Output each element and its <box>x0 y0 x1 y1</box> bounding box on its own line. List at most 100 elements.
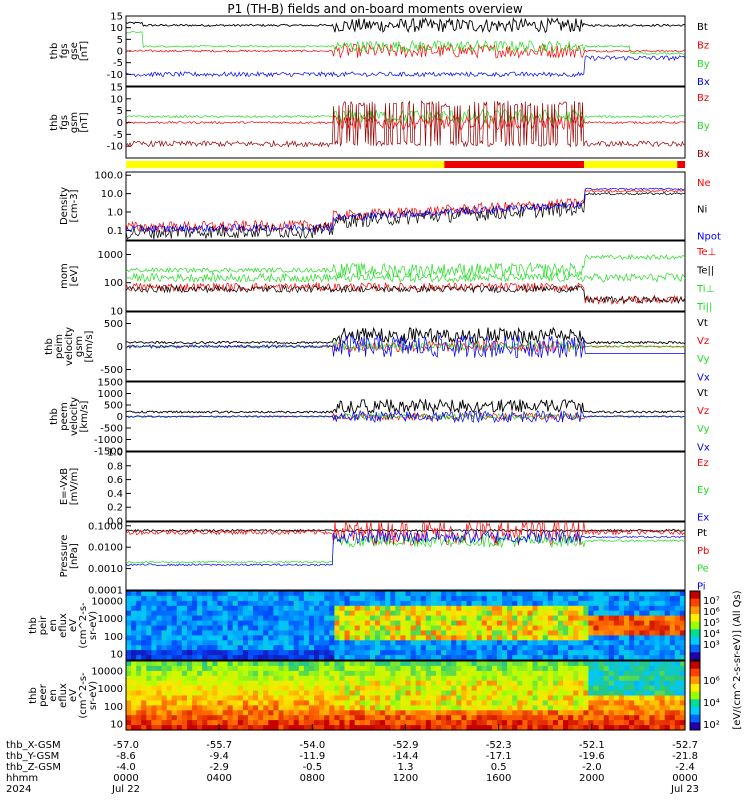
spectrogram-cell <box>232 615 239 622</box>
ephemeris-value: -17.1 <box>486 751 512 762</box>
spectrogram-cell <box>618 640 625 646</box>
spectrogram-cell <box>400 615 407 622</box>
spectrogram-cell <box>212 625 219 631</box>
spectrogram-cell <box>497 665 503 672</box>
spectrogram-cell <box>232 680 239 687</box>
spectrogram-cell <box>339 615 346 622</box>
spectrogram-cell <box>364 700 371 706</box>
spectrogram-cell <box>344 705 351 711</box>
spectrogram-cell <box>268 645 274 651</box>
spectrogram-cell <box>364 640 371 646</box>
spectrogram-cell <box>288 620 295 627</box>
spectrogram-cell <box>659 655 666 661</box>
spectrogram-cell <box>263 690 269 697</box>
spectrogram-cell <box>314 725 320 731</box>
spectrogram-cell <box>486 610 493 617</box>
spectrogram-cell <box>237 655 244 661</box>
spectrogram-cell <box>242 605 249 612</box>
spectrogram-cell <box>303 670 310 677</box>
spectrogram-cell <box>181 591 188 597</box>
spectrogram-cell <box>176 715 183 721</box>
spectrogram-cell <box>344 615 351 622</box>
spectrogram-cell <box>583 725 590 731</box>
spectrogram-cell <box>547 610 554 617</box>
spectrogram-cell <box>258 591 264 597</box>
spectrogram-cell <box>273 620 280 627</box>
spectrogram-cell <box>461 695 468 701</box>
spectrogram-cell <box>497 605 503 612</box>
spectrogram-cell <box>298 645 305 651</box>
spectrogram-cell <box>481 670 488 677</box>
spectrogram-cell <box>293 680 300 687</box>
spectrogram-cell <box>146 720 152 726</box>
y-axis-label: [eV] <box>69 266 80 287</box>
spectrogram-cell <box>156 690 163 697</box>
spectrogram-cell <box>207 635 213 641</box>
spectrogram-cell <box>624 725 630 731</box>
spectrogram-cell <box>491 705 498 711</box>
spectrogram-cell <box>497 715 503 721</box>
spectrogram-cell <box>578 690 584 697</box>
spectrogram-cell <box>181 630 188 636</box>
y-tick-label: -10 <box>107 142 123 153</box>
spectrogram-cell <box>507 665 513 672</box>
spectrogram-cell <box>293 690 300 697</box>
spectrogram-cell <box>151 620 158 627</box>
spectrogram-cell <box>649 695 656 701</box>
spectrogram-cell <box>141 710 147 716</box>
spectrogram-cell <box>507 645 513 651</box>
spectrogram-cell <box>166 715 173 721</box>
spectrogram-cell <box>593 630 600 636</box>
spectrogram-cell <box>227 645 234 651</box>
spectrogram-cell <box>441 690 447 697</box>
spectrogram-cell <box>491 635 498 641</box>
spectrogram-cell <box>171 595 178 602</box>
spectrogram-cell <box>547 640 554 646</box>
spectrogram-cell <box>532 600 539 607</box>
spectrogram-cell <box>542 720 549 726</box>
spectrogram-cell <box>187 645 193 651</box>
spectrogram-cell <box>400 700 407 706</box>
spectrogram-cell <box>542 700 549 706</box>
colorbar-label: [eV/(cm^2-s-sr-eV)] (All Qs) <box>732 590 743 729</box>
spectrogram-cell <box>654 725 661 731</box>
spectrogram-cell <box>298 630 305 636</box>
spectrogram-cell <box>212 685 219 692</box>
spectrogram-cell <box>263 695 269 701</box>
spectrogram-cell <box>624 625 630 631</box>
spectrogram-cell <box>176 635 183 641</box>
spectrogram-cell <box>563 630 569 636</box>
spectrogram-cell <box>349 595 356 602</box>
spectrogram-cell <box>161 705 168 711</box>
spectrogram-cell <box>232 720 239 726</box>
spectrogram-cell <box>639 600 645 607</box>
spectrogram-cell <box>268 690 274 697</box>
spectrogram-cell <box>644 610 650 617</box>
spectrogram-cell <box>364 635 371 641</box>
spectrogram-cell <box>242 720 249 726</box>
spectrogram-cell <box>522 655 529 661</box>
spectrogram-cell <box>522 670 529 677</box>
spectrogram-cell <box>659 720 666 726</box>
spectrogram-cell <box>212 630 219 636</box>
spectrogram-cell <box>359 650 366 656</box>
spectrogram-cell <box>436 690 442 697</box>
spectrogram-cell <box>634 720 640 726</box>
y-tick-label: 1000 <box>98 684 123 695</box>
spectrogram-cell <box>202 615 208 622</box>
spectrogram-cell <box>369 595 376 602</box>
spectrogram-cell <box>202 661 208 667</box>
spectrogram-cell <box>288 640 295 646</box>
spectrogram-cell <box>258 615 264 622</box>
spectrogram-cell <box>425 635 432 641</box>
spectrogram-cell <box>222 605 229 612</box>
spectrogram-cell <box>558 600 564 607</box>
spectrogram-cell <box>491 685 498 692</box>
spectrogram-cell <box>303 655 310 661</box>
spectrogram-cell <box>512 630 518 636</box>
spectrogram-cell <box>298 715 305 721</box>
spectrogram-cell <box>232 645 239 651</box>
panel-frame <box>125 590 686 661</box>
spectrogram-cell <box>385 670 391 677</box>
spectrogram-cell <box>308 695 315 701</box>
